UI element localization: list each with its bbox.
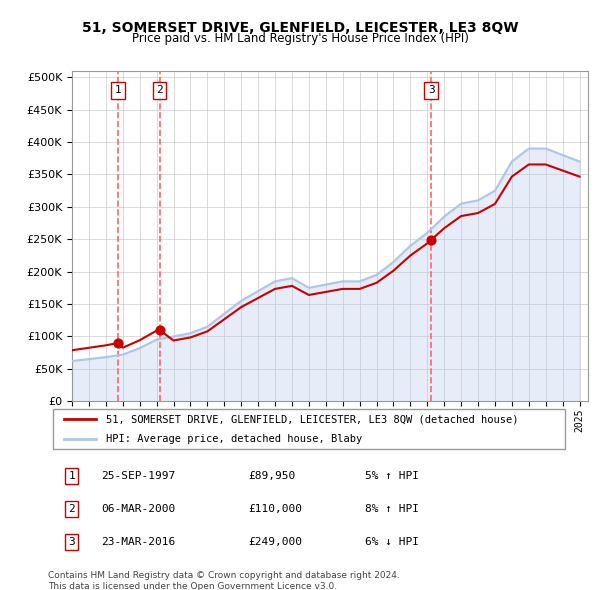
Text: £110,000: £110,000 [248,504,302,514]
Text: 5% ↑ HPI: 5% ↑ HPI [365,471,419,481]
Text: 06-MAR-2000: 06-MAR-2000 [101,504,175,514]
Text: 25-SEP-1997: 25-SEP-1997 [101,471,175,481]
Text: 23-MAR-2016: 23-MAR-2016 [101,537,175,547]
Text: HPI: Average price, detached house, Blaby: HPI: Average price, detached house, Blab… [106,434,362,444]
Point [113,338,123,348]
Text: 2: 2 [156,85,163,95]
Point [427,235,436,245]
Text: £89,950: £89,950 [248,471,296,481]
Text: £249,000: £249,000 [248,537,302,547]
Text: 2: 2 [68,504,75,514]
Text: 6% ↓ HPI: 6% ↓ HPI [365,537,419,547]
Text: 1: 1 [68,471,75,481]
Text: Price paid vs. HM Land Registry's House Price Index (HPI): Price paid vs. HM Land Registry's House … [131,32,469,45]
Text: 3: 3 [428,85,434,95]
Text: 8% ↑ HPI: 8% ↑ HPI [365,504,419,514]
FancyBboxPatch shape [53,409,565,449]
Text: Contains HM Land Registry data © Crown copyright and database right 2024.
This d: Contains HM Land Registry data © Crown c… [48,571,400,590]
Text: 51, SOMERSET DRIVE, GLENFIELD, LEICESTER, LE3 8QW: 51, SOMERSET DRIVE, GLENFIELD, LEICESTER… [82,21,518,35]
Text: 3: 3 [68,537,75,547]
Text: 1: 1 [115,85,122,95]
Point [155,325,164,335]
Text: 51, SOMERSET DRIVE, GLENFIELD, LEICESTER, LE3 8QW (detached house): 51, SOMERSET DRIVE, GLENFIELD, LEICESTER… [106,415,518,424]
